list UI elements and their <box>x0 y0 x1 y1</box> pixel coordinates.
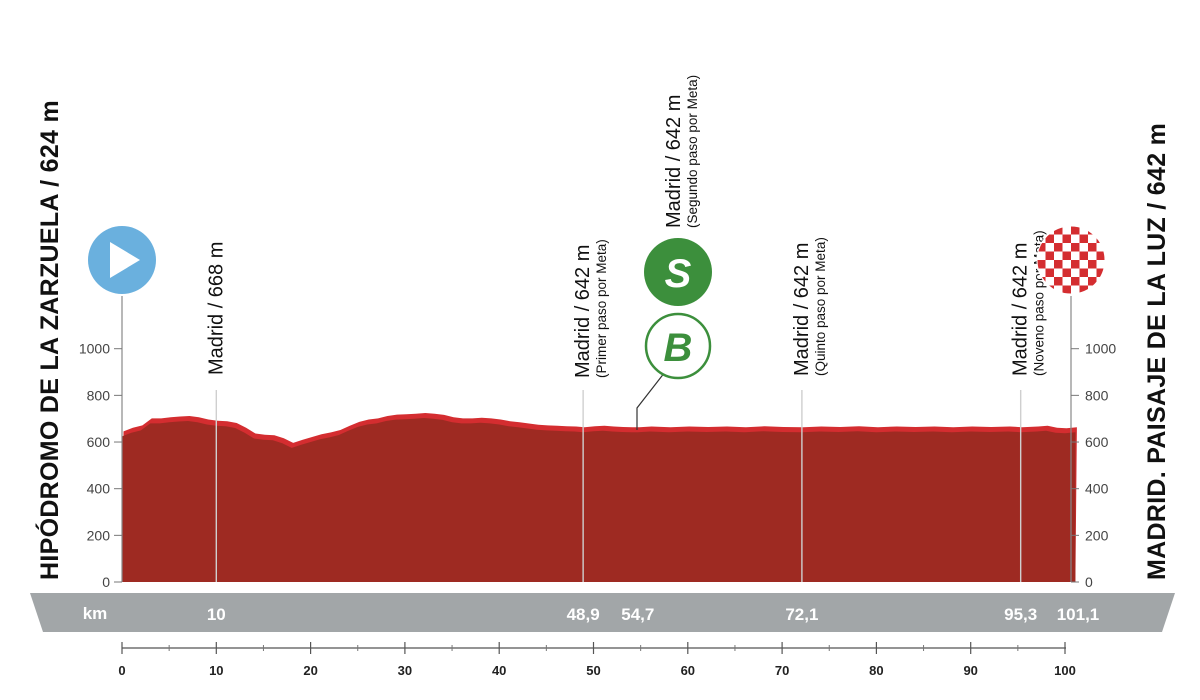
checkpoint-sublabel: (Primer paso por Meta) <box>594 239 609 378</box>
bonus-badge-letter: B <box>664 326 693 370</box>
sprint-badge-letter: S <box>665 252 692 296</box>
finish-flag-icon <box>1036 225 1106 295</box>
profile-area <box>122 418 1076 582</box>
x-tick-label: 60 <box>681 663 695 678</box>
y-tick-label-right: 400 <box>1085 481 1109 497</box>
bonus-badge: B <box>636 312 712 430</box>
start-icon <box>88 226 156 294</box>
x-tick-label: 70 <box>775 663 789 678</box>
x-tick-label: 90 <box>963 663 977 678</box>
y-tick-label-left: 1000 <box>79 341 110 357</box>
checkpoint-sublabel: (Quinto paso por Meta) <box>813 237 828 376</box>
km-bar-marks: 10 48,9 54,7 72,1 95,3 101,1 <box>207 605 1099 624</box>
checkpoint-markers: Madrid / 668 m Madrid / 642 m (Primer paso… <box>205 75 1047 582</box>
y-tick-label-left: 0 <box>102 574 110 590</box>
checkpoint-label: Madrid / 642 m <box>572 245 594 378</box>
y-tick-label-right: 800 <box>1085 387 1109 403</box>
checkpoint-sublabel: (Segundo paso por Meta) <box>685 75 700 228</box>
km-bar-mark: 48,9 <box>567 605 600 624</box>
x-tick-label: 0 <box>118 663 125 678</box>
km-bar-mark: 54,7 <box>621 605 654 624</box>
km-bar-mark: 10 <box>207 605 226 624</box>
start-location-label: HIPÓDROMO DE LA ZARZUELA / 624 m <box>34 100 64 580</box>
km-bar-mark: 72,1 <box>785 605 818 624</box>
x-tick-label: 50 <box>586 663 600 678</box>
y-tick-label-left: 600 <box>87 434 111 450</box>
km-bar-mark: 95,3 <box>1004 605 1037 624</box>
x-tick-label: 10 <box>209 663 223 678</box>
sprint-badge: S <box>644 238 712 306</box>
y-tick-label-right: 600 <box>1085 434 1109 450</box>
y-axis-ticks: 0 0 200 200 400 400 600 600 800 800 1000 1000 <box>79 341 1117 590</box>
x-tick-label: 30 <box>398 663 412 678</box>
y-tick-label-right: 0 <box>1085 574 1093 590</box>
y-tick-label-left: 200 <box>87 527 111 543</box>
checkpoint-label: Madrid / 642 m <box>791 243 813 376</box>
checkpoint-label: Madrid / 642 m <box>663 95 685 228</box>
y-tick-label-right: 200 <box>1085 527 1109 543</box>
checkpoint-label: Madrid / 642 m <box>1010 243 1032 376</box>
x-tick-label: 80 <box>869 663 883 678</box>
km-unit-label: km <box>83 604 108 623</box>
x-tick-label: 40 <box>492 663 506 678</box>
km-bar-mark: 101,1 <box>1057 605 1100 624</box>
x-tick-label: 100 <box>1054 663 1076 678</box>
y-tick-label-left: 400 <box>87 481 111 497</box>
finish-location-label: MADRID. PAISAJE DE LA LUZ / 642 m <box>1143 123 1171 580</box>
checkpoint-label: Madrid / 668 m <box>205 242 227 375</box>
y-tick-label-right: 1000 <box>1085 341 1116 357</box>
x-axis-ticks: 0 10 20 30 40 50 60 70 80 90 100 <box>118 642 1076 678</box>
y-tick-label-left: 800 <box>87 387 111 403</box>
x-tick-label: 20 <box>303 663 317 678</box>
km-bar <box>30 593 1175 632</box>
